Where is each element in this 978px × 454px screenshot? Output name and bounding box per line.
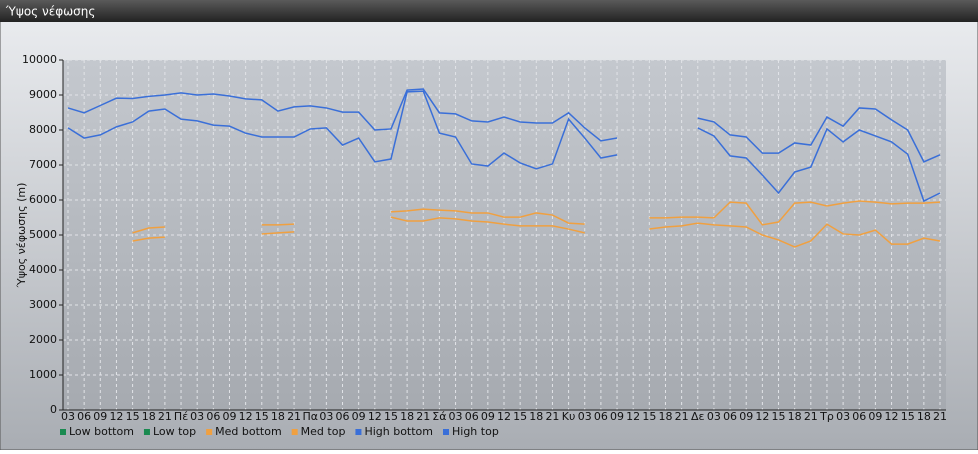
x-tick-label: 09 — [868, 410, 882, 423]
legend-swatch — [291, 429, 298, 435]
x-tick-label: 15 — [126, 410, 140, 423]
y-tick-label: 9000 — [29, 88, 57, 101]
x-tick-label: Πα — [302, 410, 318, 423]
series-line — [132, 216, 941, 248]
x-tick-label: 06 — [77, 410, 91, 423]
x-tick-label: 06 — [594, 410, 608, 423]
y-axis-label: Ύψος νέφωσης (m) — [15, 183, 28, 289]
x-tick-label: 09 — [352, 410, 366, 423]
x-tick-label: Τρ — [819, 410, 834, 423]
x-tick-label: 03 — [707, 410, 721, 423]
x-tick-label: 03 — [319, 410, 333, 423]
x-tick-label: 21 — [287, 410, 301, 423]
x-tick-label: 15 — [642, 410, 656, 423]
legend-swatch — [143, 429, 150, 435]
legend-swatch — [355, 429, 362, 435]
x-tick-label: 12 — [109, 410, 123, 423]
x-tick-label: Δε — [691, 410, 705, 423]
x-tick-label: 12 — [885, 410, 899, 423]
x-tick-label: 03 — [449, 410, 463, 423]
x-tick-label: 18 — [271, 410, 285, 423]
x-tick-label: 21 — [804, 410, 818, 423]
x-tick-label: 15 — [255, 410, 269, 423]
x-tick-label: Σά — [432, 410, 446, 423]
x-tick-label: 06 — [336, 410, 350, 423]
legend-label: High top — [452, 425, 499, 438]
x-tick-label: 21 — [416, 410, 430, 423]
x-tick-label: 09 — [739, 410, 753, 423]
title-bar — [0, 0, 978, 22]
y-tick-label: 6000 — [29, 193, 57, 206]
x-tick-label: 03 — [61, 410, 75, 423]
x-tick-label: 15 — [772, 410, 786, 423]
x-tick-label: 18 — [400, 410, 414, 423]
chart-title: Ύψος νέφωσης — [5, 5, 95, 19]
x-tick-label: 21 — [158, 410, 172, 423]
y-tick-label: 5000 — [29, 228, 57, 241]
x-tick-label: 12 — [755, 410, 769, 423]
series-line — [67, 90, 941, 203]
legend-swatch — [443, 429, 449, 435]
x-tick-label: 18 — [788, 410, 802, 423]
x-tick-label: Κυ — [562, 410, 576, 423]
x-tick-label: 12 — [239, 410, 253, 423]
x-tick-label: 18 — [529, 410, 543, 423]
x-tick-label: 15 — [901, 410, 915, 423]
x-tick-label: 15 — [384, 410, 398, 423]
x-tick-label: 15 — [513, 410, 527, 423]
x-tick-label: 03 — [190, 410, 204, 423]
legend-label: High bottom — [364, 425, 433, 438]
y-tick-label: 4000 — [29, 263, 57, 276]
x-tick-label: 12 — [497, 410, 511, 423]
x-tick-label: 18 — [142, 410, 156, 423]
x-tick-label: 09 — [222, 410, 236, 423]
x-tick-label: 03 — [836, 410, 850, 423]
x-tick-label: 12 — [626, 410, 640, 423]
legend-swatch — [206, 429, 213, 435]
y-tick-label: 10000 — [22, 53, 57, 66]
x-tick-label: 09 — [93, 410, 107, 423]
x-tick-label: 12 — [368, 410, 382, 423]
y-tick-label: 7000 — [29, 158, 57, 171]
legend-label: Med top — [301, 425, 346, 438]
series-line — [67, 88, 941, 163]
x-tick-label: 09 — [610, 410, 624, 423]
x-tick-label: 21 — [933, 410, 947, 423]
x-tick-label: 18 — [658, 410, 672, 423]
x-tick-label: 21 — [675, 410, 689, 423]
legend-label: Med bottom — [215, 425, 282, 438]
y-tick-label: 1000 — [29, 368, 57, 381]
x-tick-label: 03 — [578, 410, 592, 423]
legend-label: Low bottom — [69, 425, 134, 438]
y-tick-label: 2000 — [29, 333, 57, 346]
legend-label: Low top — [153, 425, 196, 438]
legend-swatch — [60, 429, 66, 435]
x-tick-label: 06 — [206, 410, 220, 423]
x-tick-label: 18 — [917, 410, 931, 423]
x-tick-label: 09 — [481, 410, 495, 423]
x-tick-label: 06 — [723, 410, 737, 423]
x-tick-label: Πέ — [174, 410, 188, 423]
x-tick-label: 06 — [852, 410, 866, 423]
y-tick-label: 0 — [50, 403, 57, 416]
series-line — [132, 200, 941, 234]
y-tick-label: 8000 — [29, 123, 57, 136]
x-tick-label: 06 — [465, 410, 479, 423]
y-tick-label: 3000 — [29, 298, 57, 311]
x-tick-label: 21 — [545, 410, 559, 423]
